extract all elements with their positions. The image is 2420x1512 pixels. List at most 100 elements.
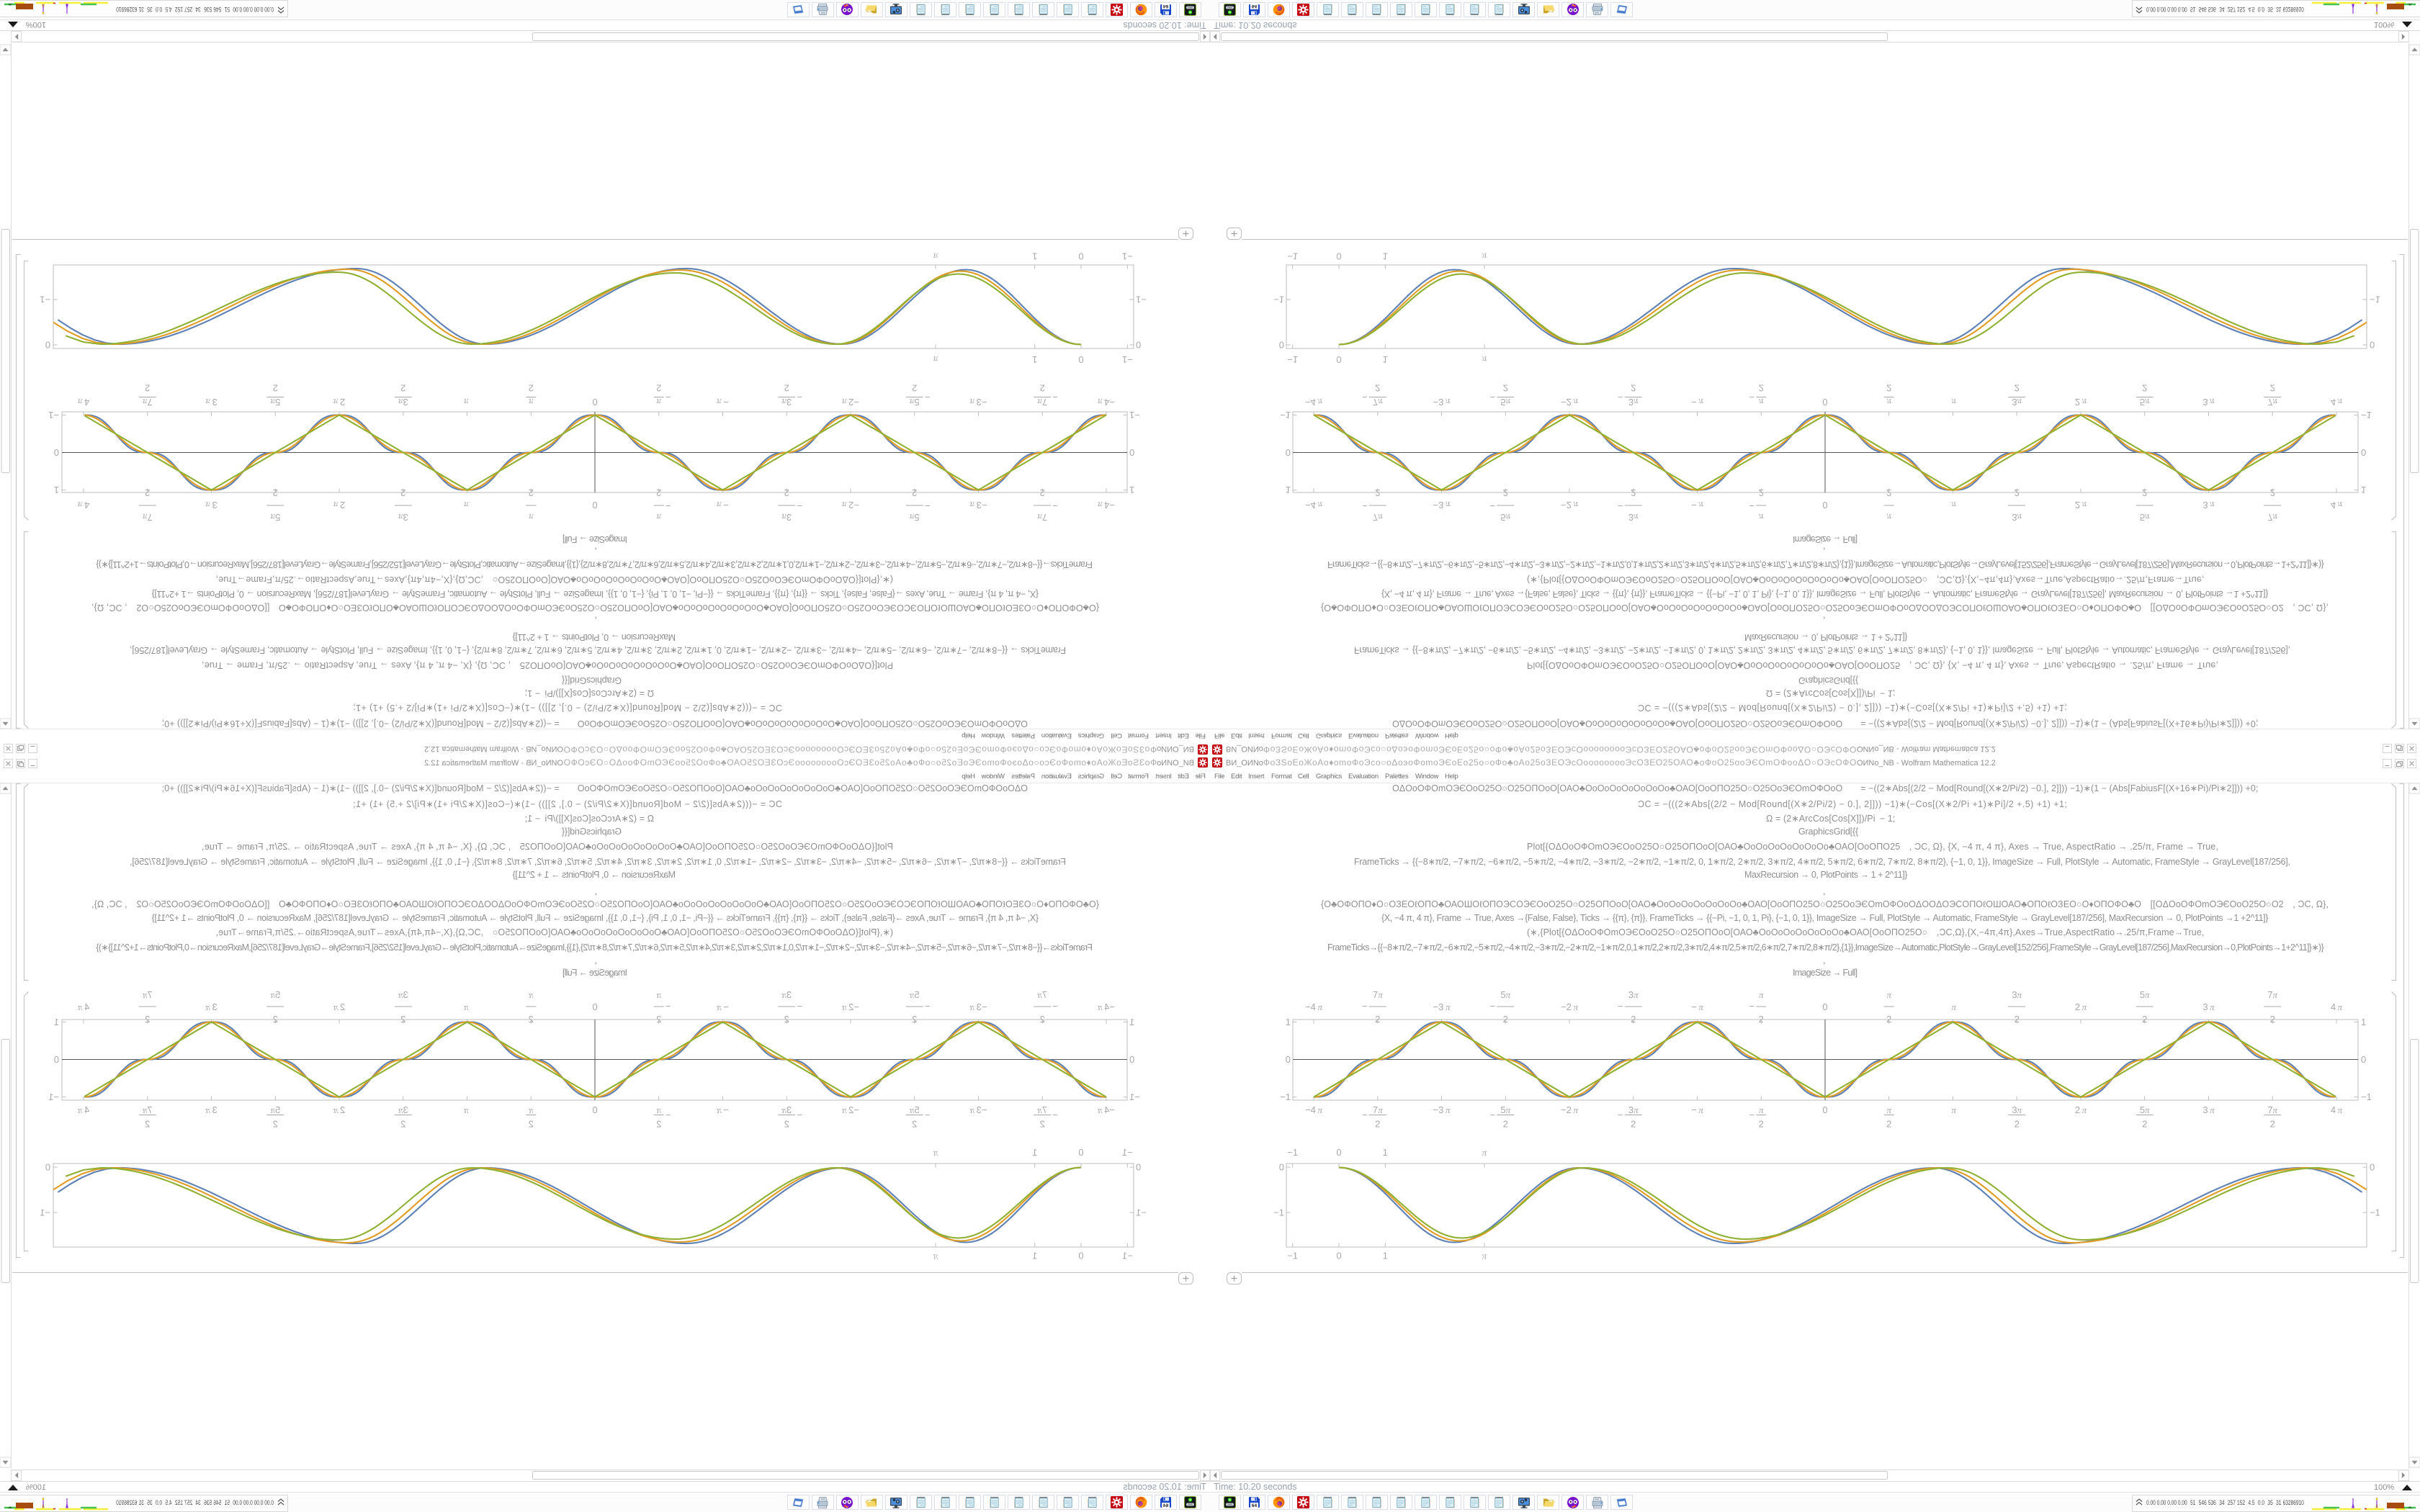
svg-text:0: 0 — [1336, 1147, 1341, 1158]
svg-text:0: 0 — [1822, 1002, 1827, 1012]
svg-text:π: π — [1759, 397, 1764, 408]
svg-text:−1: −1 — [48, 1092, 59, 1102]
svg-text:−3 π: −3 π — [1433, 500, 1451, 510]
svg-text:1: 1 — [1032, 1251, 1037, 1261]
svg-text:−3 π: −3 π — [969, 1104, 987, 1115]
svg-text:1: 1 — [1383, 1147, 1388, 1158]
svg-text:2: 2 — [784, 487, 789, 498]
svg-text:−: − — [666, 392, 671, 402]
svg-text:− π: − π — [1691, 500, 1703, 510]
svg-text:7π: 7π — [2267, 989, 2277, 1000]
svg-text:−: − — [1618, 1110, 1623, 1120]
svg-text:−: − — [1490, 500, 1496, 511]
svg-text:π: π — [933, 354, 938, 365]
svg-text:π: π — [656, 1104, 661, 1115]
svg-text:3π: 3π — [398, 1104, 408, 1115]
svg-text:2: 2 — [273, 1014, 278, 1025]
svg-text:3π: 3π — [781, 512, 792, 523]
svg-text:0: 0 — [2370, 340, 2375, 351]
svg-text:π: π — [529, 397, 534, 408]
svg-text:2: 2 — [2015, 487, 2020, 498]
svg-text:−3 π: −3 π — [969, 397, 987, 408]
svg-text:3 π: 3 π — [205, 1002, 218, 1012]
svg-text:−: − — [1362, 500, 1368, 511]
svg-text:−4 π: −4 π — [1305, 1104, 1322, 1115]
svg-text:3 π: 3 π — [205, 500, 218, 510]
svg-text:π: π — [1886, 1104, 1891, 1115]
svg-text:−1: −1 — [1287, 251, 1298, 262]
svg-text:5π: 5π — [270, 1104, 280, 1115]
svg-text:−2 π: −2 π — [1561, 500, 1578, 510]
svg-text:1: 1 — [1383, 1251, 1388, 1261]
svg-text:π: π — [1950, 500, 1957, 510]
svg-text:π: π — [933, 1147, 938, 1158]
svg-text:1: 1 — [1383, 251, 1388, 262]
svg-text:−1: −1 — [1280, 410, 1291, 420]
svg-text:2: 2 — [1503, 1014, 1508, 1025]
svg-text:−: − — [1749, 1110, 1755, 1120]
svg-text:3π: 3π — [398, 512, 408, 523]
svg-text:2: 2 — [2015, 383, 2020, 394]
svg-text:0: 0 — [2370, 1162, 2375, 1173]
svg-text:1: 1 — [2361, 485, 2366, 495]
svg-text:−1: −1 — [1129, 1092, 1140, 1102]
svg-text:2 π: 2 π — [2075, 500, 2087, 510]
svg-text:2: 2 — [656, 1119, 661, 1130]
svg-text:3 π: 3 π — [205, 397, 218, 408]
svg-text:0: 0 — [1078, 251, 1083, 262]
svg-text:−1: −1 — [40, 1207, 50, 1218]
svg-text:−1: −1 — [1287, 354, 1298, 365]
svg-text:− π: − π — [717, 1104, 729, 1115]
svg-text:4 π: 4 π — [2331, 1002, 2343, 1012]
svg-text:−2 π: −2 π — [1561, 1104, 1578, 1115]
svg-text:7π: 7π — [1373, 397, 1383, 408]
svg-text:π: π — [529, 512, 534, 523]
svg-text:2: 2 — [784, 383, 789, 394]
svg-text:4 π: 4 π — [77, 500, 89, 510]
svg-text:2: 2 — [1631, 383, 1636, 394]
svg-text:−1: −1 — [1122, 1147, 1133, 1158]
svg-text:2: 2 — [912, 1014, 917, 1025]
svg-text:5π: 5π — [2140, 512, 2150, 523]
svg-text:2: 2 — [1759, 487, 1764, 498]
svg-text:2: 2 — [2142, 487, 2147, 498]
svg-text:−: − — [1618, 1001, 1623, 1012]
svg-text:3π: 3π — [1628, 989, 1639, 1000]
svg-text:−: − — [925, 1001, 931, 1012]
svg-text:2: 2 — [2142, 1014, 2147, 1025]
svg-text:−3 π: −3 π — [1433, 397, 1451, 408]
svg-text:π: π — [463, 1104, 470, 1115]
svg-text:0: 0 — [1822, 500, 1827, 510]
svg-text:0: 0 — [1279, 340, 1284, 351]
svg-text:2: 2 — [145, 383, 150, 394]
svg-text:π: π — [1886, 989, 1891, 1000]
svg-text:3π: 3π — [781, 1104, 792, 1115]
svg-text:−1: −1 — [1122, 354, 1133, 365]
svg-text:2: 2 — [400, 383, 405, 394]
svg-text:64: 64 — [1163, 4, 1169, 9]
svg-text:−1: −1 — [40, 294, 50, 305]
svg-text:−: − — [797, 1110, 802, 1120]
svg-text:7π: 7π — [142, 512, 152, 523]
svg-text:1: 1 — [1032, 1147, 1037, 1158]
svg-text:7π: 7π — [1373, 989, 1383, 1000]
svg-text:1: 1 — [54, 485, 59, 495]
svg-text:3π: 3π — [2012, 989, 2022, 1000]
svg-text:5π: 5π — [2140, 397, 2150, 408]
svg-text:0: 0 — [1286, 447, 1291, 458]
svg-text:64: 64 — [1252, 1503, 1258, 1508]
svg-text:−1: −1 — [1287, 1147, 1298, 1158]
svg-text:5π: 5π — [2140, 1104, 2150, 1115]
svg-text:−: − — [1052, 392, 1058, 402]
svg-text:7π: 7π — [1373, 1104, 1383, 1115]
svg-text:π: π — [1886, 512, 1891, 523]
svg-text:2: 2 — [912, 1119, 917, 1130]
svg-text:−1: −1 — [1122, 1251, 1133, 1261]
svg-text:0: 0 — [1279, 1162, 1284, 1173]
svg-text:0: 0 — [45, 1162, 50, 1173]
svg-text:0: 0 — [2361, 1054, 2366, 1065]
svg-text:−1: −1 — [2361, 1092, 2372, 1102]
svg-text:2: 2 — [912, 383, 917, 394]
svg-text:2: 2 — [1886, 1119, 1891, 1130]
svg-text:−: − — [925, 500, 931, 511]
